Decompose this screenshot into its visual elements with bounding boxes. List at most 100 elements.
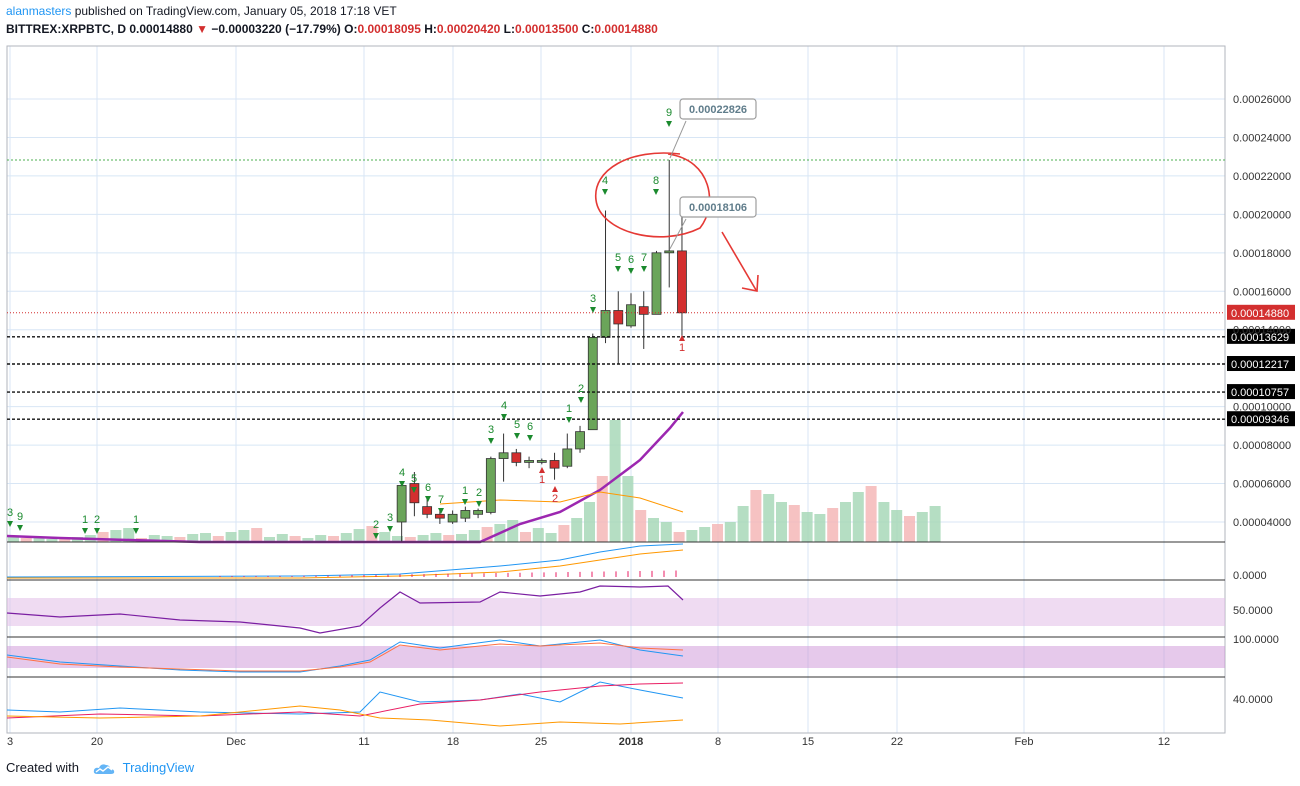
count-down-arrow bbox=[501, 414, 507, 420]
count-label: 3 bbox=[590, 293, 596, 305]
candle-body bbox=[447, 513, 458, 523]
count-down-arrow bbox=[7, 521, 13, 527]
chart-grid bbox=[7, 46, 1225, 733]
volume-bar bbox=[315, 535, 327, 542]
count-label: 6 bbox=[628, 254, 634, 266]
count-label: 2 bbox=[373, 519, 379, 531]
count-down-arrow bbox=[133, 528, 139, 534]
support-levels: 0.00014880 0.00013629 0.00012217 0.00010757… bbox=[7, 159, 1295, 427]
count-label: 2 bbox=[476, 487, 482, 499]
volume-bar bbox=[46, 539, 58, 542]
publish-text: published on TradingView.com, January 05… bbox=[71, 4, 397, 18]
count-label: 6 bbox=[527, 421, 533, 433]
last-price-tag bbox=[1227, 304, 1295, 320]
volume-bar bbox=[328, 536, 339, 542]
low-label: L: bbox=[503, 22, 515, 36]
count-label: 5 bbox=[514, 419, 520, 431]
count-label: 1 bbox=[133, 514, 139, 526]
count-down-arrow bbox=[628, 268, 634, 274]
volume-bar bbox=[392, 536, 403, 542]
volume-bar bbox=[558, 525, 570, 542]
volume-bar bbox=[865, 486, 877, 542]
count-label: 9 bbox=[666, 107, 672, 119]
candle-body bbox=[460, 510, 471, 519]
volume-bar bbox=[33, 537, 45, 542]
volume-bar bbox=[788, 505, 800, 542]
count-label: 1 bbox=[82, 514, 88, 526]
count-down-arrow bbox=[17, 525, 23, 531]
volume-bar bbox=[686, 530, 698, 542]
x-tick-label: 12 bbox=[1158, 736, 1170, 748]
count-label: 4 bbox=[399, 467, 405, 479]
count-label: 3 bbox=[387, 512, 393, 524]
volume-bar bbox=[264, 537, 275, 542]
tradingview-link[interactable]: TradingView bbox=[122, 760, 195, 775]
candle-body bbox=[613, 310, 624, 325]
volume-bar bbox=[737, 506, 749, 542]
volume-bar bbox=[712, 524, 723, 542]
count-down-arrow bbox=[373, 533, 379, 539]
count-label: 9 bbox=[17, 511, 23, 523]
count-label: 5 bbox=[411, 473, 417, 485]
candle-body bbox=[511, 452, 522, 463]
candle-body bbox=[549, 460, 560, 469]
volume-bar bbox=[878, 502, 890, 542]
x-tick-label: 22 bbox=[891, 736, 903, 748]
count-label: 1 bbox=[539, 474, 545, 486]
level-price-text: 0.00012217 bbox=[1231, 359, 1289, 371]
volume-bar bbox=[673, 532, 685, 542]
volume-bar bbox=[750, 490, 762, 542]
count-down-arrow bbox=[438, 508, 444, 514]
count-down-arrow bbox=[653, 189, 659, 195]
count-down-arrow bbox=[514, 433, 520, 439]
down-arrow-icon: ▼ bbox=[196, 22, 208, 36]
indicator-tick: 100.0000 bbox=[1233, 634, 1279, 646]
author-link[interactable]: alanmasters bbox=[6, 4, 72, 18]
volume-bar bbox=[507, 520, 519, 542]
count-label: 1 bbox=[462, 485, 468, 497]
callout-box bbox=[679, 98, 757, 120]
count-label: 2 bbox=[94, 514, 100, 526]
volume-bar bbox=[456, 534, 467, 542]
volume-bar bbox=[225, 532, 237, 542]
stoch-d bbox=[6, 642, 684, 672]
count-down-arrow bbox=[488, 438, 494, 444]
y-tick-label: 0.00022000 bbox=[1233, 171, 1291, 183]
count-down-arrow bbox=[387, 526, 393, 532]
volume-bar bbox=[827, 508, 839, 542]
volume-bars bbox=[6, 411, 941, 544]
volume-bar bbox=[584, 502, 595, 542]
price-change: −0.00003220 (−17.79%) bbox=[211, 22, 341, 36]
volume-bar bbox=[276, 534, 288, 542]
last-price-text: 0.00014880 bbox=[1231, 308, 1289, 320]
candle-body bbox=[600, 310, 611, 338]
count-label: 5 bbox=[615, 252, 621, 264]
count-label: 1 bbox=[566, 403, 572, 415]
level-price-tag bbox=[1227, 411, 1295, 427]
volume-bar bbox=[200, 533, 211, 542]
time-axis[interactable]: 3 20 Dec 11 18 25 2018 8 15 22 Feb 12 bbox=[7, 736, 1170, 748]
x-tick-label: 11 bbox=[358, 736, 369, 748]
count-label: 7 bbox=[438, 494, 444, 506]
candle-body bbox=[498, 452, 509, 459]
y-tick-label: 0.00010000 bbox=[1233, 402, 1291, 414]
volume-bar bbox=[174, 537, 186, 542]
count-down-arrow bbox=[411, 487, 417, 493]
close-value: 0.00014880 bbox=[594, 22, 658, 36]
price-axis[interactable]: 0.00004000 0.00006000 0.00008000 0.00010000… bbox=[1233, 94, 1291, 529]
count-down-arrow bbox=[462, 499, 468, 505]
count-label: 3 bbox=[7, 507, 13, 519]
open-label: O: bbox=[344, 22, 358, 36]
volume-bar bbox=[302, 538, 314, 542]
ohlc-legend: BITTREX:XRPBTC, D 0.00014880 ▼ −0.000032… bbox=[6, 22, 658, 36]
x-tick-label: Feb bbox=[1015, 736, 1034, 748]
candle-body bbox=[587, 337, 598, 431]
count-label: 2 bbox=[578, 383, 584, 395]
count-down-arrow bbox=[615, 266, 621, 272]
macd-line bbox=[6, 543, 684, 578]
level-price-text: 0.00009346 bbox=[1231, 414, 1289, 426]
count-down-arrow bbox=[666, 121, 672, 127]
symbol-label: BITTREX:XRPBTC, D bbox=[6, 22, 126, 36]
volume-bar bbox=[443, 535, 455, 542]
